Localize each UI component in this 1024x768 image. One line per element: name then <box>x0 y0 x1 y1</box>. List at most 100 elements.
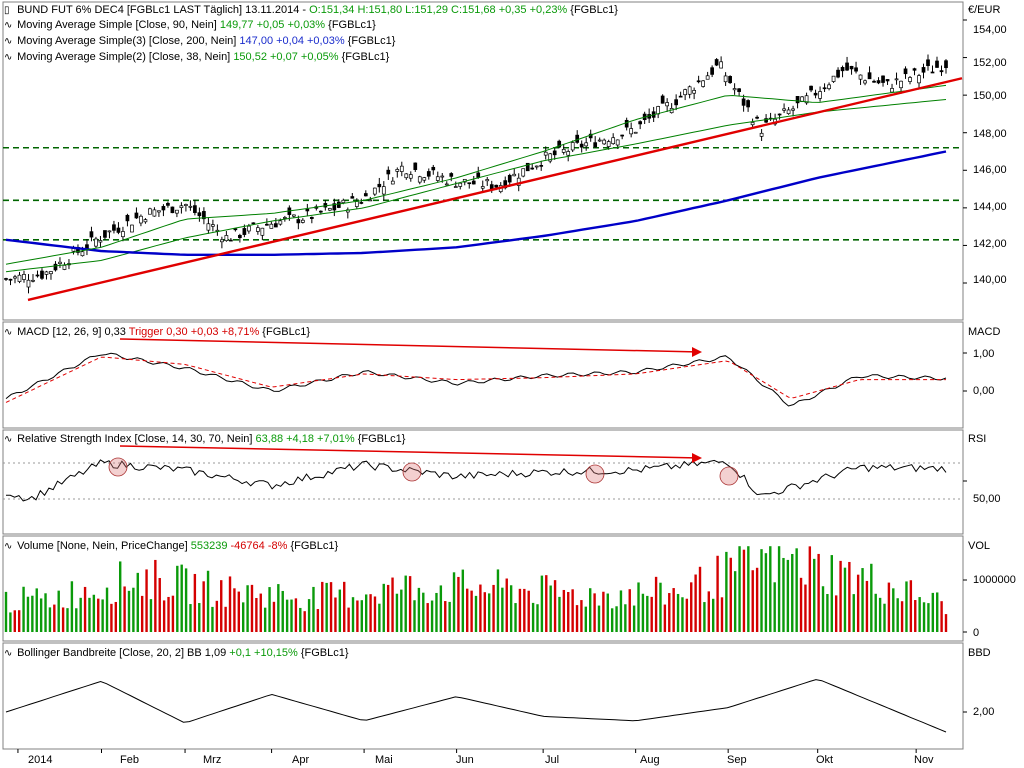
volume-bar <box>347 607 350 632</box>
line-indicator-icon: ∿ <box>4 327 13 338</box>
candle-body <box>579 143 584 148</box>
candle-body <box>449 173 454 177</box>
volume-bar <box>193 573 197 632</box>
volume-bar <box>70 581 74 632</box>
volume-bar <box>255 597 258 632</box>
candle-body <box>818 91 822 99</box>
candle-body <box>148 208 152 215</box>
volume-bar <box>119 561 122 632</box>
volume-bar <box>167 596 170 632</box>
candle-body <box>408 174 413 179</box>
candle-body <box>755 116 759 119</box>
volume-bar <box>13 610 16 632</box>
volume-bar <box>408 576 412 632</box>
volume-bar <box>294 598 298 632</box>
candle-body <box>759 132 764 137</box>
candle-body <box>885 79 890 82</box>
ma2-symbol: {FGBLc1} <box>347 35 396 47</box>
candle-body <box>283 217 287 219</box>
volume-bar <box>571 589 574 632</box>
volume-bar <box>457 576 460 632</box>
ma1-symbol: {FGBLc1} <box>328 19 376 31</box>
candle-body <box>206 223 211 231</box>
candle-body <box>40 270 44 279</box>
rsi-unit: RSI <box>968 433 987 445</box>
candle-body <box>386 169 391 175</box>
volume-bar <box>22 586 25 632</box>
candle-body <box>467 182 472 185</box>
candle-body <box>332 203 337 211</box>
candle-body <box>112 224 116 231</box>
volume-bar <box>17 610 21 632</box>
vol-tick: 0 <box>973 627 980 639</box>
bb-value: +0,1 +10,15% <box>229 647 298 659</box>
candle-body <box>917 75 921 84</box>
candle-body <box>849 65 854 70</box>
overbought-marker <box>108 457 128 477</box>
candle-body <box>291 214 296 217</box>
volume-bar <box>281 590 284 632</box>
candle-body <box>44 271 49 275</box>
volume-bar <box>140 595 144 632</box>
volume-bar <box>733 571 737 632</box>
candle-body <box>336 201 341 208</box>
candle-body <box>229 239 233 242</box>
price-tick: 144,00 <box>973 201 1007 213</box>
candle-body <box>251 222 256 225</box>
volume-bar <box>250 584 254 632</box>
volume-bar <box>826 593 829 632</box>
volume-bar <box>474 595 478 632</box>
volume-bar <box>672 588 675 632</box>
candle-body <box>597 139 602 142</box>
candle-body <box>134 212 139 219</box>
volume-bar <box>351 597 355 632</box>
panel-border <box>2 429 964 535</box>
candle-body <box>485 179 490 182</box>
volume-bar <box>681 597 684 632</box>
volume-bar <box>751 570 754 632</box>
volume-bar <box>439 585 443 632</box>
volume-bar <box>404 575 407 632</box>
volume-bar <box>180 564 183 632</box>
candle-body <box>395 169 400 172</box>
volume-bar <box>567 592 570 632</box>
candle-body <box>908 77 912 82</box>
candle-body <box>157 210 161 213</box>
volume-bar <box>870 563 873 632</box>
ma2-label: Moving Average Simple(3) [Close, 200, Ne… <box>17 35 237 47</box>
candle-body <box>777 113 782 116</box>
volume-bar <box>769 546 772 632</box>
volume-bar <box>685 598 689 632</box>
volume-bar <box>944 614 948 632</box>
volume-bar <box>505 578 508 632</box>
volume-bar <box>619 590 623 632</box>
price-tick: 142,00 <box>973 238 1007 250</box>
volume-bar <box>4 591 8 632</box>
candle-body <box>624 119 629 128</box>
bb-symbol: {FGBLc1} <box>300 647 349 659</box>
candle-body <box>116 227 121 233</box>
candle-body <box>894 78 899 81</box>
volume-bar <box>927 603 930 632</box>
trigger-line <box>5 356 946 403</box>
volume-bar <box>171 595 175 632</box>
volume-bar <box>703 602 706 632</box>
candle-body <box>417 176 422 183</box>
volume-bar <box>896 598 899 632</box>
moving-average-line <box>5 84 947 265</box>
candle-body <box>170 206 175 214</box>
candle-body <box>265 223 269 226</box>
volume-bar <box>553 580 557 632</box>
volume-bar <box>114 601 118 632</box>
volume-bar <box>501 587 504 632</box>
candle-body <box>404 173 409 179</box>
candle-body <box>17 274 22 282</box>
vol-value: 553239 <box>190 540 228 552</box>
volume-bar <box>562 589 566 632</box>
volume-bar <box>632 605 636 632</box>
volume-bar <box>413 600 416 632</box>
candle-body <box>890 88 894 93</box>
volume-bar <box>272 601 276 632</box>
ma3-symbol: {FGBLc1} <box>341 51 390 63</box>
